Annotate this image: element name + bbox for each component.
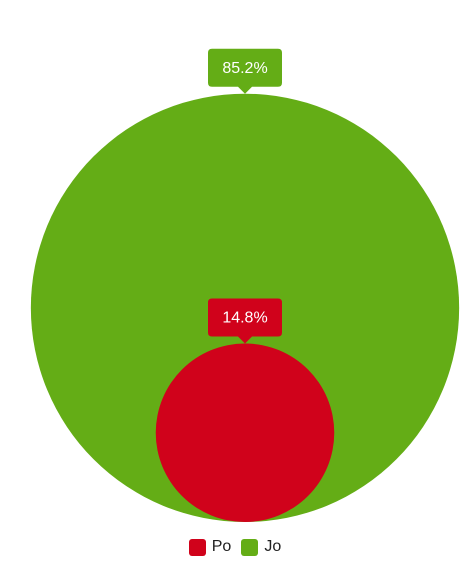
- label-jo-text: 85.2%: [222, 60, 267, 77]
- legend-swatch-jo: [241, 538, 259, 556]
- legend-label-po: Po: [211, 538, 232, 555]
- label-po-text: 14.8%: [222, 310, 267, 327]
- legend-item-jo[interactable]: Jo: [241, 538, 281, 556]
- legend-item-po[interactable]: Po: [188, 538, 232, 556]
- label-jo-callout: [208, 48, 282, 94]
- legend-swatch-po: [188, 538, 206, 556]
- label-po: 14.8%: [208, 298, 282, 344]
- bubble-po[interactable]: [155, 343, 335, 522]
- label-po-callout: [208, 298, 282, 344]
- legend-label-jo: Jo: [264, 538, 282, 555]
- legend: Po Jo: [0, 538, 470, 556]
- label-jo: 85.2%: [208, 48, 282, 94]
